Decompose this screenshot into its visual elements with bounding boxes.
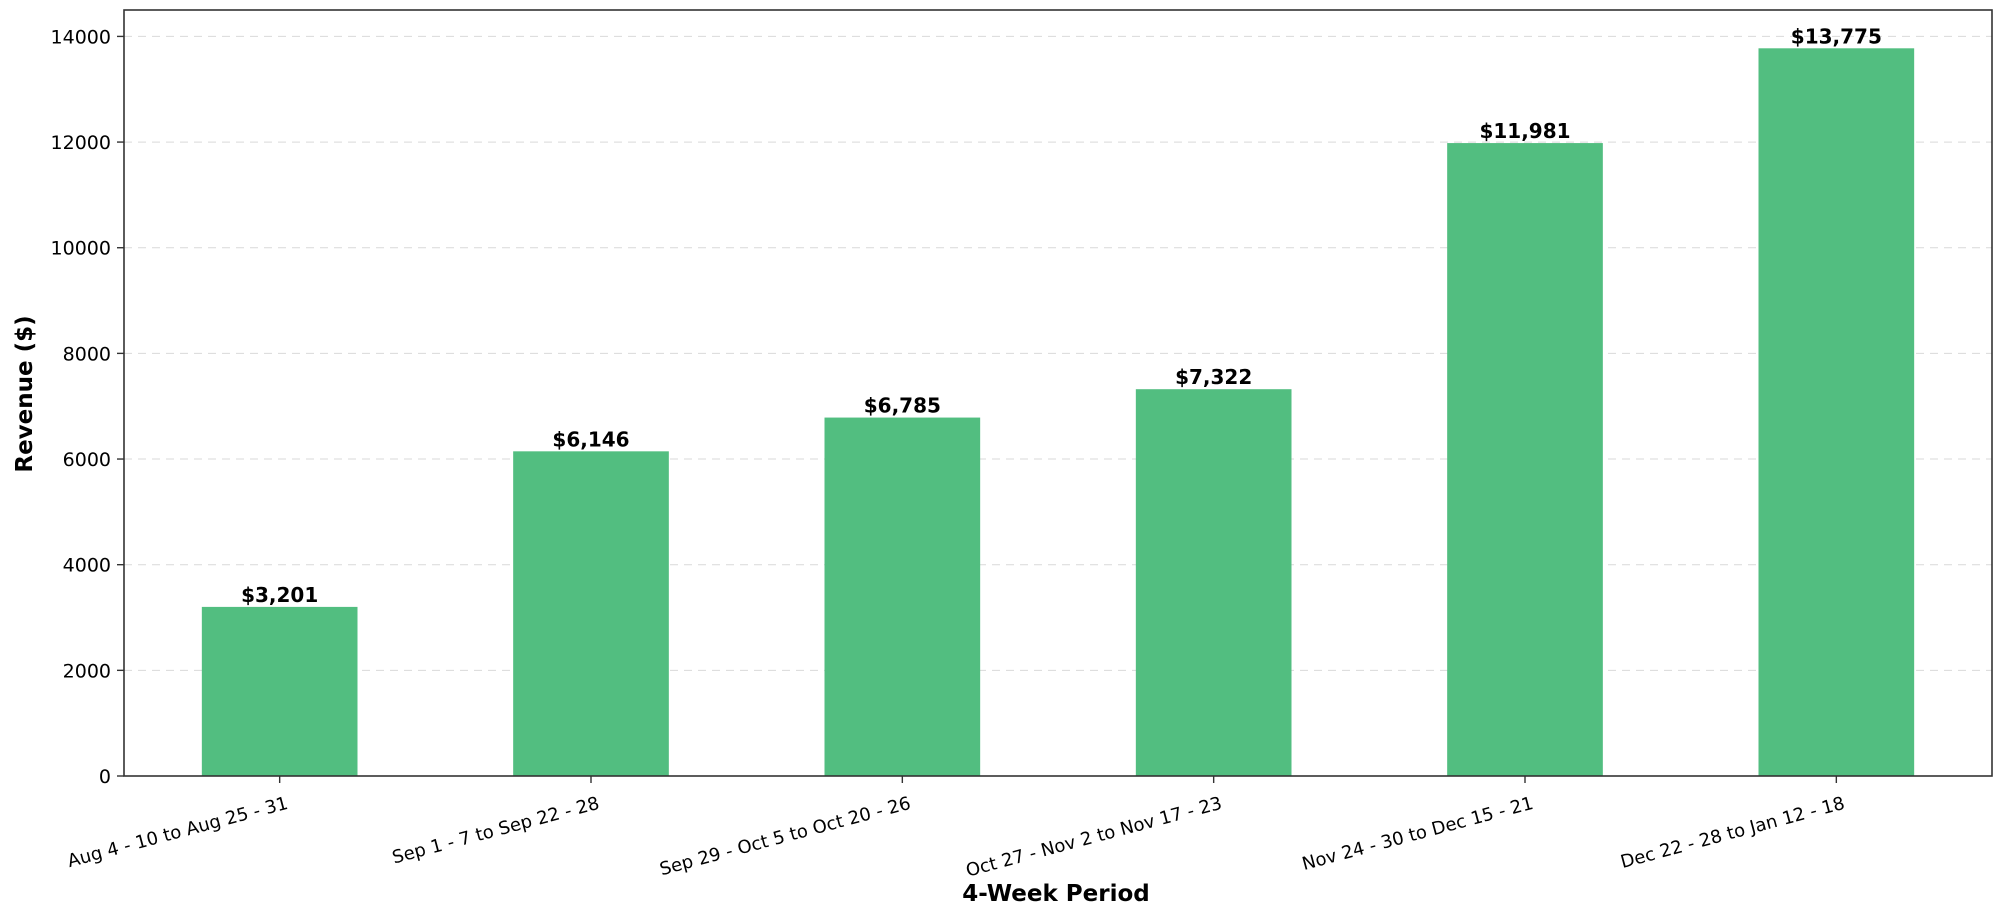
bar: [824, 417, 981, 776]
y-tick-label: 0: [99, 766, 111, 788]
bar: [201, 606, 358, 776]
bar: [1758, 48, 1915, 777]
bar-value-label: $3,201: [241, 583, 318, 607]
x-tick-label: Sep 29 - Oct 5 to Oct 20 - 26: [657, 793, 913, 880]
bar: [513, 451, 669, 776]
plot-frame: [123, 9, 1993, 777]
x-tick-label: Sep 1 - 7 to Sep 22 - 28: [390, 793, 602, 869]
bar: [1135, 389, 1292, 776]
bar-value-label: $11,981: [1479, 119, 1570, 143]
bar-value-label: $13,775: [1791, 24, 1882, 48]
data-labels: $3,201 $6,146 $6,785 $7,322 $11,981 $13,775: [241, 24, 1882, 607]
x-tick-label: Dec 22 - 28 to Jan 12 - 18: [1618, 793, 1847, 873]
y-tick-label: 12000: [51, 132, 111, 154]
y-tick-label: 14000: [51, 26, 111, 48]
x-tick-label: Nov 24 - 30 to Dec 15 - 21: [1300, 793, 1536, 875]
bar-value-label: $7,322: [1175, 365, 1252, 389]
bar: [1447, 143, 1603, 776]
y-tick-label: 8000: [63, 343, 111, 365]
y-tick-label: 2000: [63, 660, 111, 682]
bar-value-label: $6,785: [864, 394, 941, 418]
bars: [201, 48, 1915, 777]
x-tick-label: Oct 27 - Nov 2 to Nov 17 - 23: [964, 793, 1225, 882]
y-axis-title: Revenue ($): [12, 315, 38, 472]
y-tick-label: 4000: [63, 555, 111, 577]
grid-lines: [124, 35, 1992, 671]
bar-value-label: $6,146: [552, 427, 629, 451]
x-axis-title: 4-Week Period: [962, 881, 1150, 907]
x-tick-label: Aug 4 - 10 to Aug 25 - 31: [65, 793, 290, 872]
y-tick-label: 10000: [51, 238, 111, 260]
y-tick-label: 6000: [63, 449, 111, 471]
